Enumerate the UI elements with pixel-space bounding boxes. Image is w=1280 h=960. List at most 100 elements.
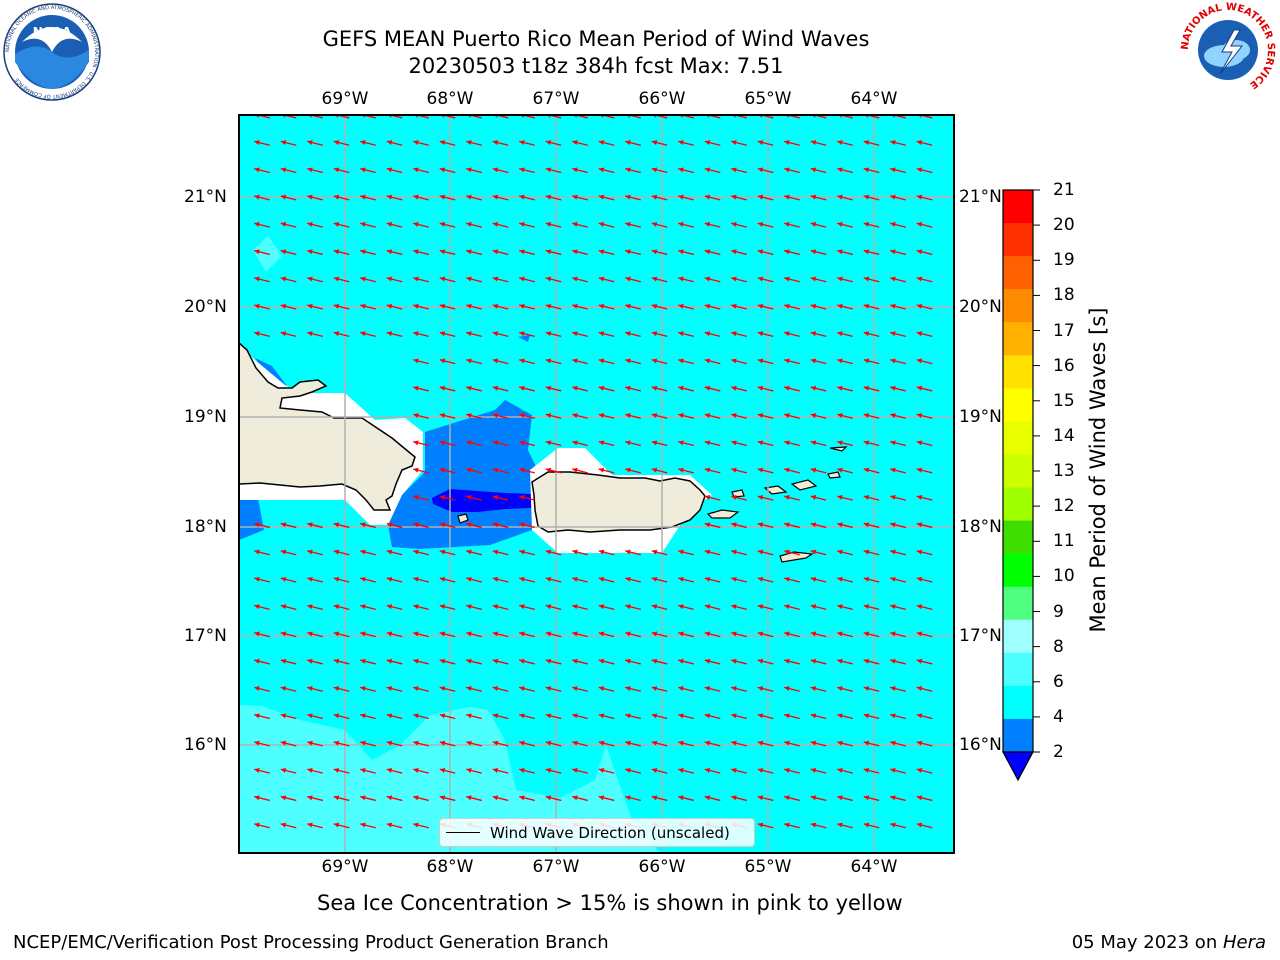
- wind-wave-arrow: [572, 576, 588, 583]
- wind-wave-arrow: [545, 194, 562, 201]
- wind-wave-arrow: [704, 686, 721, 692]
- wind-wave-arrow: [280, 331, 297, 337]
- wind-wave-arrow: [704, 385, 721, 392]
- wind-wave-arrow: [254, 740, 270, 747]
- wind-wave-arrow: [360, 631, 376, 638]
- wind-wave-arrow: [360, 276, 376, 283]
- wind-wave-arrow: [651, 604, 668, 610]
- wind-wave-arrow: [731, 495, 747, 501]
- wind-wave-arrow: [916, 576, 933, 583]
- wind-wave-arrow: [837, 768, 853, 774]
- wind-wave-arrow: [863, 740, 880, 747]
- wind-wave-arrow: [545, 249, 562, 256]
- wind-wave-arrow: [360, 713, 376, 720]
- wind-wave-arrow: [333, 222, 350, 228]
- wind-wave-arrow: [280, 768, 297, 774]
- wind-wave-arrow: [704, 167, 721, 174]
- wind-wave-arrow: [625, 194, 641, 201]
- wind-wave-arrow: [916, 658, 933, 665]
- wind-wave-arrow: [810, 467, 827, 474]
- lon-label-top: 64°W: [850, 89, 898, 109]
- wind-wave-arrow: [890, 549, 906, 556]
- wind-wave-arrow: [280, 631, 297, 638]
- wind-wave-arrow: [492, 413, 509, 419]
- wind-wave-arrow: [280, 740, 297, 747]
- wind-wave-arrow: [598, 604, 615, 610]
- wind-wave-arrow: [731, 303, 747, 310]
- wind-wave-arrow: [890, 303, 906, 310]
- wind-wave-arrow: [307, 658, 323, 665]
- wind-wave-arrow: [280, 249, 297, 256]
- wind-wave-arrow: [890, 140, 906, 146]
- wind-wave-arrow: [916, 686, 933, 692]
- wind-wave-arrow: [545, 576, 562, 583]
- wind-wave-arrow: [784, 303, 800, 310]
- wind-wave-arrow: [810, 495, 827, 501]
- footer-host: Hera: [1222, 932, 1266, 953]
- wind-wave-arrow: [413, 631, 429, 638]
- wind-wave-arrow: [280, 194, 297, 201]
- lon-label-top: 65°W: [744, 89, 792, 109]
- lat-label-left: 17°N: [184, 626, 227, 646]
- wind-wave-arrow: [863, 604, 880, 610]
- wind-wave-arrow: [386, 140, 403, 146]
- wind-wave-arrow: [890, 495, 906, 501]
- wind-wave-arrow: [413, 576, 429, 583]
- wind-wave-arrow: [651, 194, 668, 201]
- wind-wave-arrow: [784, 167, 800, 174]
- wind-wave-arrow: [863, 795, 880, 802]
- wind-wave-arrow: [598, 194, 615, 201]
- wind-wave-arrow: [386, 522, 403, 529]
- colorbar-tick-label: 20: [1053, 215, 1075, 236]
- wind-wave-arrow: [837, 467, 853, 474]
- wind-wave-arrow: [784, 385, 800, 392]
- virgin-islands: [790, 479, 818, 491]
- wind-wave-arrow: [413, 194, 429, 201]
- wind-wave-arrow: [678, 740, 694, 747]
- wind-wave-arrow: [439, 522, 456, 529]
- colorbar-under-extension: [1001, 751, 1035, 782]
- wind-wave-arrow: [704, 140, 721, 146]
- wind-wave-arrow: [598, 467, 615, 474]
- wind-wave-arrow: [572, 686, 588, 692]
- wind-wave-arrow: [890, 740, 906, 747]
- wind-wave-arrow: [519, 303, 535, 310]
- wind-wave-arrow: [280, 686, 297, 692]
- wind-wave-arrow: [837, 822, 853, 829]
- wind-wave-arrow: [254, 331, 270, 337]
- wind-wave-arrow: [916, 413, 933, 419]
- wind-wave-arrow: [810, 140, 827, 146]
- wind-wave-arrow: [863, 222, 880, 228]
- wind-wave-arrow: [439, 768, 456, 774]
- wind-wave-arrow: [386, 276, 403, 283]
- wind-wave-arrow: [466, 740, 482, 747]
- wind-wave-arrow: [519, 222, 535, 228]
- wind-wave-arrow: [863, 358, 880, 365]
- wind-wave-arrow: [757, 440, 774, 447]
- wind-wave-arrow: [890, 276, 906, 283]
- wind-wave-arrow: [810, 249, 827, 256]
- wind-wave-arrow: [492, 167, 509, 174]
- wind-wave-arrow: [598, 331, 615, 337]
- wind-wave-arrow: [307, 768, 323, 774]
- wind-wave-arrow: [254, 686, 270, 692]
- wind-wave-arrow: [413, 331, 429, 337]
- wind-wave-arrow: [651, 467, 668, 474]
- wind-wave-arrow: [863, 249, 880, 256]
- colorbar-tick-label: 21: [1053, 180, 1075, 200]
- map-legend: Wind Wave Direction (unscaled): [439, 818, 755, 847]
- wind-wave-arrow: [254, 713, 270, 720]
- wind-wave-arrow: [572, 467, 588, 474]
- wind-wave-arrow: [307, 522, 323, 529]
- wind-wave-arrow: [863, 686, 880, 692]
- wind-wave-arrow: [757, 303, 774, 310]
- wind-wave-arrow: [333, 303, 350, 310]
- wind-wave-arrow: [757, 658, 774, 665]
- wind-wave-arrow: [307, 167, 323, 174]
- wind-wave-arrow: [678, 631, 694, 638]
- wind-wave-arrow: [863, 276, 880, 283]
- wind-wave-arrow: [492, 194, 509, 201]
- lon-label-bottom: 68°W: [426, 857, 474, 877]
- wind-wave-arrow: [386, 795, 403, 802]
